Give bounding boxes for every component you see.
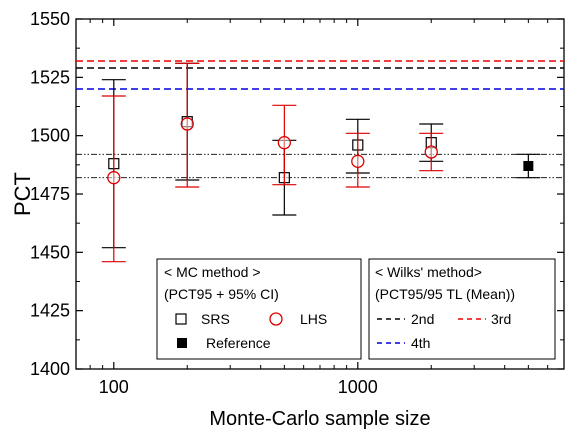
series-srs [101,62,444,249]
legend-wilks-box [368,258,556,360]
x-axis-title: Monte-Carlo sample size [209,408,430,430]
x-tick-label: 1000 [338,377,378,397]
legend-4th-label: 4th [411,335,430,351]
y-tick-label: 1525 [30,67,70,87]
data-point-circle [107,171,121,185]
data-point-filled-square [523,161,534,171]
x-tick-label: 100 [99,377,129,397]
legend-wilks-method: < Wilks' method> (PCT95/95 TL (Mean)) 2n… [368,258,556,360]
y-tick-label: 1475 [30,184,70,204]
legend-3rd-label: 3rd [491,311,511,327]
legend-srs-marker [175,313,187,325]
legend-reference-marker [177,338,187,348]
axis-ticks: 1400 1425 1450 1475 1500 1525 1550 100 1000 [30,9,564,397]
legend-reference-label: Reference [206,335,271,351]
legend-srs-label: SRS [201,311,230,327]
data-series [101,62,541,263]
legend-wilks-subtitle: (PCT95/95 TL (Mean)) [375,286,515,302]
series-lhs [101,62,444,263]
y-tick-label: 1450 [30,242,70,262]
legend-lhs-label: LHS [300,311,327,327]
legend-mc-box [156,258,362,360]
y-tick-label: 1425 [30,301,70,321]
y-tick-label: 1500 [30,126,70,146]
y-axis-title: PCT [10,172,35,216]
data-point-circle [277,136,291,150]
legend-mc-title: < MC method > [164,264,261,280]
data-point-circle [180,117,194,131]
series-reference [516,153,541,179]
data-point-circle [351,154,365,168]
legend-2nd-label: 2nd [411,311,434,327]
legend-lhs-marker [269,312,283,326]
legend-mc-method: < MC method > (PCT95 + 95% CI) SRS LHS R… [156,258,362,360]
legend-mc-subtitle: (PCT95 + 95% CI) [164,286,279,302]
data-point-circle [424,145,438,159]
legend-wilks-title: < Wilks' method> [375,264,482,280]
y-tick-label: 1550 [30,9,70,29]
reference-lines [76,60,564,179]
y-tick-label: 1400 [30,359,70,379]
